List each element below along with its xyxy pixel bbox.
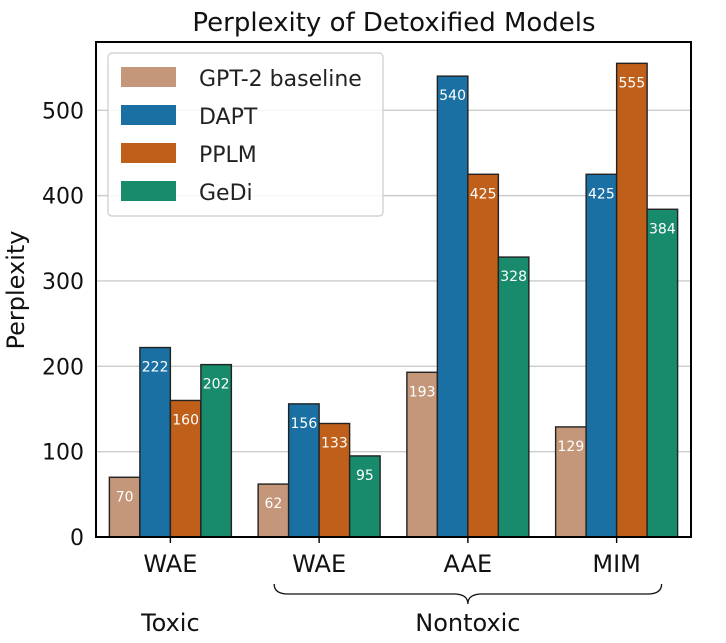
legend-swatch (121, 143, 176, 163)
y-tick-label: 400 (42, 185, 84, 210)
legend-swatch (121, 105, 176, 125)
bar-value-label: 160 (172, 412, 199, 428)
bar (497, 256, 530, 538)
bar-value-label: 70 (116, 489, 134, 505)
legend-label: GPT-2 baseline (199, 67, 362, 92)
group-labels: Toxic Nontoxic (140, 583, 663, 637)
y-axis-ticks: 0 100 200 300 400 500 (42, 99, 84, 551)
bar-value-label: 425 (588, 186, 615, 202)
legend-label: DAPT (199, 105, 258, 130)
plot-frame (95, 41, 692, 538)
y-axis-label: Perplexity (2, 231, 30, 350)
bar (467, 173, 500, 538)
bar (585, 173, 618, 538)
x-axis-category-labels: WAE WAE AAE MIM (143, 537, 641, 578)
bar-value-label: 193 (409, 384, 436, 400)
y-tick-label: 0 (70, 526, 84, 551)
bar (139, 346, 172, 538)
bar (348, 455, 381, 538)
bar (200, 363, 233, 538)
bar (406, 371, 439, 538)
legend-swatch (121, 67, 176, 87)
bar-value-label: 202 (203, 377, 230, 393)
bar (615, 62, 648, 538)
x-category-label: WAE (292, 550, 346, 578)
bars (108, 62, 679, 538)
bar (257, 483, 290, 538)
bar (646, 208, 679, 538)
bar-value-label: 425 (470, 186, 497, 202)
y-tick-label: 100 (42, 441, 84, 466)
y-tick-label: 300 (42, 270, 84, 295)
x-category-label: AAE (444, 550, 493, 578)
bar-value-label: 129 (558, 439, 585, 455)
x-category-label: MIM (592, 550, 641, 578)
legend-swatch (121, 181, 176, 201)
bar-value-label: 95 (356, 468, 374, 484)
legend: GPT-2 baseline DAPT PPLM GeDi (107, 52, 384, 217)
x-category-label: WAE (143, 550, 197, 578)
group-label: Toxic (140, 609, 200, 637)
bar (318, 422, 351, 538)
bar-value-label: 384 (649, 221, 676, 237)
legend-label: GeDi (199, 181, 253, 206)
group-label: Nontoxic (415, 609, 520, 637)
chart-title: Perplexity of Detoxified Models (192, 8, 595, 38)
group-brace (273, 583, 663, 605)
bar (554, 426, 587, 538)
bar-value-label: 133 (321, 435, 348, 451)
legend-box (107, 52, 384, 217)
bar (108, 476, 141, 538)
y-tick-label: 500 (42, 99, 84, 124)
bar (436, 75, 469, 538)
bar-value-label: 156 (291, 416, 318, 432)
bar-value-label: 328 (500, 269, 527, 285)
bar-value-label: 555 (619, 75, 646, 91)
legend-label: PPLM (199, 143, 257, 168)
y-tick-label: 200 (42, 355, 84, 380)
bar-value-label: 222 (142, 360, 169, 376)
bar-value-label: 62 (264, 496, 282, 512)
bar (169, 399, 202, 538)
bar-value-label: 540 (439, 88, 466, 104)
